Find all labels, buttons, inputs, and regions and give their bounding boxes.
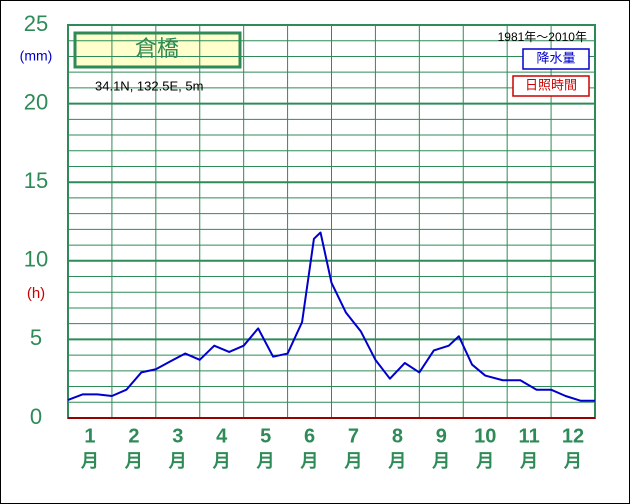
month-unit: 月 — [80, 451, 99, 471]
legend-label: 降水量 — [536, 50, 575, 65]
month-label: 10 — [474, 425, 496, 447]
y-tick-label: 15 — [24, 168, 48, 193]
month-label: 8 — [392, 425, 403, 447]
month-unit: 月 — [256, 451, 275, 471]
precip-line — [67, 231, 595, 402]
legend-box — [512, 75, 590, 97]
y-tick-label: 0 — [30, 404, 42, 429]
coordinates: 34.1N, 132.5E, 5m — [95, 78, 203, 93]
period: 1981年～2010年 — [498, 30, 587, 44]
y-unit-right: (h) — [27, 285, 45, 302]
month-unit: 月 — [343, 451, 362, 471]
month-label: 3 — [172, 425, 183, 447]
legend-label: 日照時間 — [525, 77, 577, 92]
month-unit: 月 — [563, 451, 582, 471]
month-label: 9 — [436, 425, 447, 447]
month-unit: 月 — [168, 451, 187, 471]
month-label: 6 — [304, 425, 315, 447]
station-box — [73, 31, 242, 69]
month-unit: 月 — [519, 451, 538, 471]
y-tick-label: 25 — [24, 11, 48, 36]
month-label: 7 — [348, 425, 359, 447]
month-label: 12 — [562, 425, 584, 447]
month-unit: 月 — [124, 451, 143, 471]
month-unit: 月 — [475, 451, 494, 471]
station-name: 倉橋 — [135, 36, 179, 61]
y-tick-label: 5 — [30, 325, 42, 350]
month-label: 4 — [216, 425, 228, 447]
month-label: 1 — [84, 425, 95, 447]
y-tick-label: 10 — [24, 247, 48, 272]
month-label: 2 — [128, 425, 139, 447]
month-unit: 月 — [387, 451, 406, 471]
legend-box — [522, 48, 590, 70]
month-unit: 月 — [300, 451, 319, 471]
month-label: 5 — [260, 425, 271, 447]
y-unit-left: (mm) — [20, 48, 53, 64]
month-unit: 月 — [431, 451, 450, 471]
month-unit: 月 — [212, 451, 231, 471]
month-label: 11 — [519, 425, 540, 447]
y-tick-label: 20 — [24, 89, 48, 114]
